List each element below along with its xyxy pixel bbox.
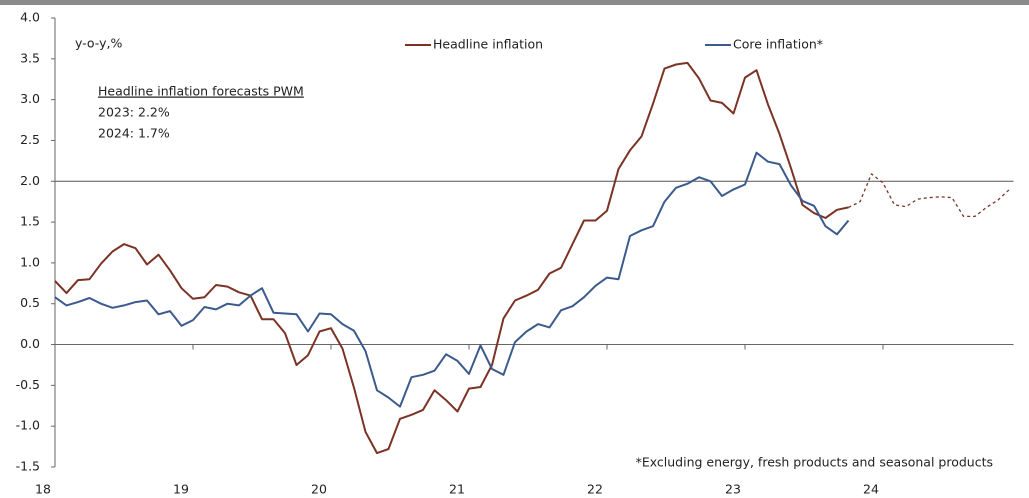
unit-label: y-o-y,% <box>75 36 122 51</box>
series-line <box>54 61 849 455</box>
x-tick-label: 20 <box>311 482 327 497</box>
y-tick-label: -0.5 <box>16 377 40 392</box>
y-tick-label: 0.5 <box>20 295 40 310</box>
y-tick-label: -1.0 <box>16 418 40 433</box>
x-tick-label: 21 <box>449 482 465 497</box>
y-tick-label: 3.5 <box>20 50 40 65</box>
forecast-heading: Headline inflation forecasts PWM <box>98 84 304 99</box>
x-tick-label: 24 <box>863 482 879 497</box>
forecast-line <box>848 173 1010 218</box>
top-bar <box>0 0 1029 5</box>
x-tick-label: 19 <box>173 482 189 497</box>
x-tick-label: 23 <box>725 482 741 497</box>
forecast-2023: 2023: 2.2% <box>98 105 170 120</box>
y-tick-label: 4.0 <box>20 10 40 25</box>
forecast-2024: 2024: 1.7% <box>98 126 170 141</box>
y-tick-label: -1.5 <box>16 459 40 474</box>
legend-label: Core inflation* <box>733 37 823 52</box>
y-tick-label: 1.0 <box>20 254 40 269</box>
y-tick-label: 0.0 <box>20 336 40 351</box>
y-tick-label: 2.0 <box>20 173 40 188</box>
y-tick-label: 3.0 <box>20 91 40 106</box>
y-tick-label: 2.5 <box>20 132 40 147</box>
footnote: *Excluding energy, fresh products and se… <box>636 455 993 470</box>
x-tick-label: 18 <box>35 482 51 497</box>
y-tick-label: 1.5 <box>20 214 40 229</box>
series-line <box>54 151 850 408</box>
legend-label: Headline inflation <box>433 37 543 52</box>
x-tick-label: 22 <box>587 482 603 497</box>
